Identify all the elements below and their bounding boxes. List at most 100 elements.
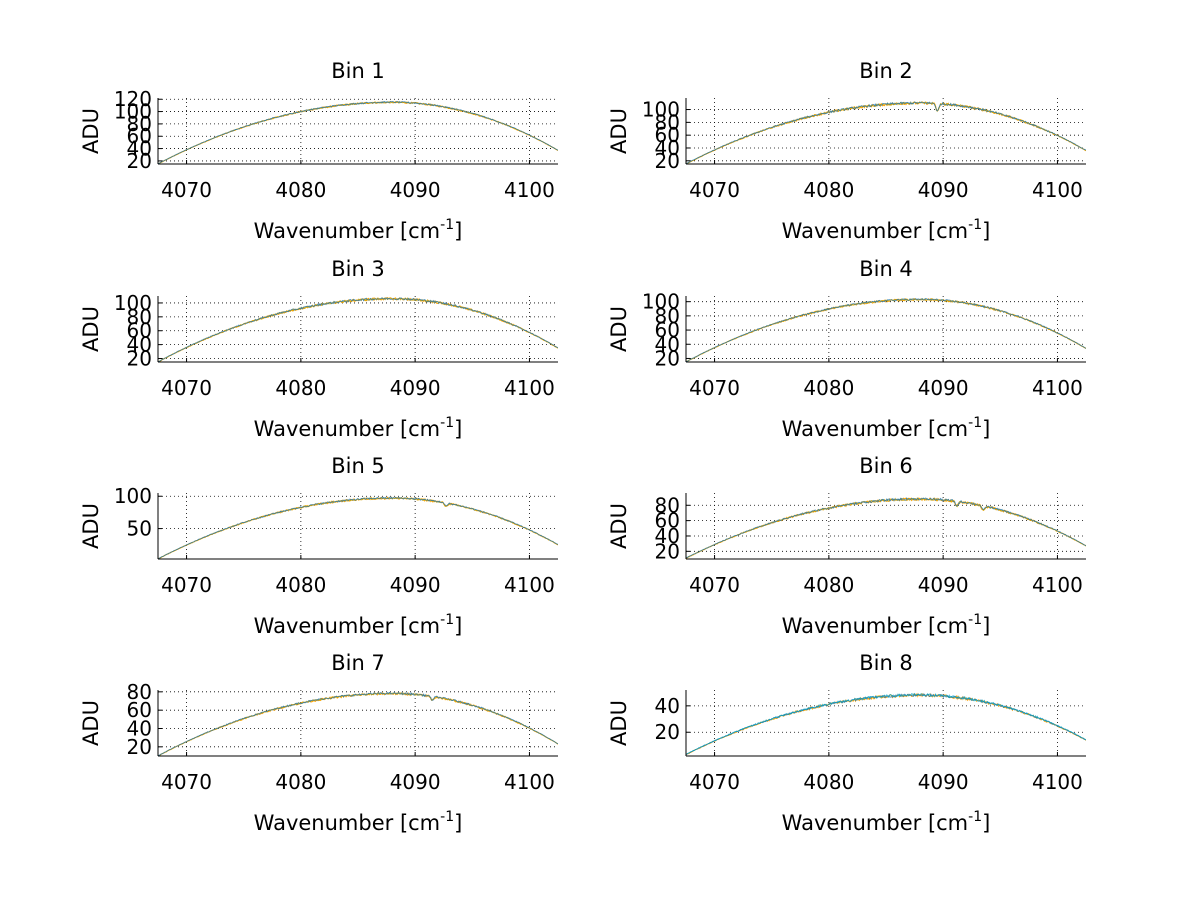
plot-area: [158, 690, 558, 756]
y-tick-label: 80: [127, 680, 152, 704]
x-tick-label: 4100: [1032, 770, 1083, 794]
y-tick-label: 100: [114, 484, 152, 508]
y-tick-label: 60: [655, 318, 680, 342]
x-axis-label-end: ]: [454, 614, 462, 638]
subplot-bin-5: 4070 4080 4090 4100 50 100 Bin 5 Wavenumber [cm…: [79, 454, 558, 638]
y-tick-label: 20: [655, 149, 680, 173]
spectrum-line-3: [158, 496, 558, 559]
x-tick-label: 4070: [161, 178, 212, 202]
y-tick-label: 100: [642, 98, 680, 122]
x-axis-label: Wavenumber [cm-1]: [254, 415, 463, 441]
y-axis-label: ADU: [607, 108, 631, 154]
y-tick-label: 100: [642, 290, 680, 314]
subplot-title: Bin 4: [859, 257, 913, 281]
y-tick-label: 20: [655, 346, 680, 370]
y-tick-label: 80: [655, 110, 680, 134]
x-axis-label-superscript: -1: [968, 612, 982, 628]
y-axis-label: ADU: [607, 700, 631, 746]
plot-area: [158, 98, 558, 164]
spectrum-line-3: [158, 100, 558, 164]
x-axis-label: Wavenumber [cm-1]: [782, 217, 991, 243]
x-tick-label: 4080: [803, 376, 854, 400]
x-tick-label: 4100: [1032, 573, 1083, 597]
y-tick-label: 40: [655, 524, 680, 548]
x-tick-label: 4070: [161, 573, 212, 597]
x-axis-label-text: Wavenumber [cm: [254, 219, 440, 243]
x-tick-label: 4090: [390, 178, 441, 202]
y-tick-label: 40: [655, 694, 680, 718]
y-tick-label: 40: [127, 717, 152, 741]
x-axis-label: Wavenumber [cm-1]: [782, 612, 991, 638]
x-axis-label: Wavenumber [cm-1]: [254, 612, 463, 638]
y-tick-label: 40: [127, 137, 152, 161]
x-axis-label-text: Wavenumber [cm: [254, 417, 440, 441]
x-axis-label-end: ]: [454, 811, 462, 835]
subplot-title: Bin 5: [331, 454, 385, 478]
y-tick-label: 20: [127, 735, 152, 759]
x-tick-label: 4080: [803, 178, 854, 202]
y-axis-label: ADU: [79, 700, 103, 746]
x-axis-label: Wavenumber [cm-1]: [782, 415, 991, 441]
x-tick-label: 4080: [275, 770, 326, 794]
plot-area: [686, 98, 1086, 164]
subplot-title: Bin 1: [331, 59, 385, 83]
x-tick-label: 4100: [504, 573, 555, 597]
subplot-title: Bin 7: [331, 651, 385, 675]
y-tick-label: 60: [127, 698, 152, 722]
y-tick-label: 100: [114, 100, 152, 124]
x-axis-label-end: ]: [454, 219, 462, 243]
x-tick-label: 4100: [1032, 178, 1083, 202]
x-axis-label-text: Wavenumber [cm: [782, 811, 968, 835]
y-tick-label: 20: [127, 149, 152, 173]
x-axis-label-text: Wavenumber [cm: [254, 614, 440, 638]
y-tick-label: 60: [655, 509, 680, 533]
x-axis-label-superscript: -1: [968, 809, 982, 825]
x-tick-label: 4070: [161, 376, 212, 400]
x-tick-label: 4090: [918, 178, 969, 202]
y-axis-label: ADU: [607, 503, 631, 549]
y-tick-label: 20: [127, 347, 152, 371]
x-tick-label: 4090: [390, 573, 441, 597]
y-tick-label: 20: [655, 539, 680, 563]
x-axis-label-text: Wavenumber [cm: [782, 614, 968, 638]
x-tick-label: 4100: [504, 770, 555, 794]
x-axis-label-text: Wavenumber [cm: [254, 811, 440, 835]
x-axis-label-end: ]: [982, 614, 990, 638]
y-tick-label: 120: [114, 87, 152, 111]
x-axis-label-superscript: -1: [440, 612, 454, 628]
y-axis-label: ADU: [79, 503, 103, 549]
y-tick-label: 80: [655, 493, 680, 517]
x-tick-label: 4070: [689, 770, 740, 794]
spectrum-line-3: [686, 693, 1086, 755]
y-tick-label: 50: [127, 517, 152, 541]
x-tick-label: 4070: [689, 376, 740, 400]
x-axis-label-superscript: -1: [968, 217, 982, 233]
x-tick-label: 4070: [689, 573, 740, 597]
x-tick-label: 4080: [275, 376, 326, 400]
x-axis-label-end: ]: [982, 219, 990, 243]
spectrum-line-3: [686, 101, 1086, 164]
y-axis-label: ADU: [79, 108, 103, 154]
y-tick-label: 60: [127, 124, 152, 148]
plot-area: [686, 493, 1086, 559]
y-tick-label: 40: [127, 333, 152, 357]
spectrum-line-3: [686, 297, 1086, 362]
spectrum-line-3: [686, 497, 1086, 559]
y-axis-label: ADU: [607, 306, 631, 352]
spectrum-line-3: [158, 297, 558, 362]
x-tick-label: 4080: [275, 178, 326, 202]
x-axis-label-superscript: -1: [440, 415, 454, 431]
x-tick-label: 4090: [918, 770, 969, 794]
x-axis-label-superscript: -1: [440, 217, 454, 233]
y-tick-label: 60: [655, 123, 680, 147]
subplot-title: Bin 8: [859, 651, 913, 675]
x-tick-label: 4080: [275, 573, 326, 597]
x-tick-label: 4100: [504, 376, 555, 400]
plot-area: [686, 296, 1086, 362]
x-axis-label-superscript: -1: [440, 809, 454, 825]
subplot-title: Bin 3: [331, 257, 385, 281]
